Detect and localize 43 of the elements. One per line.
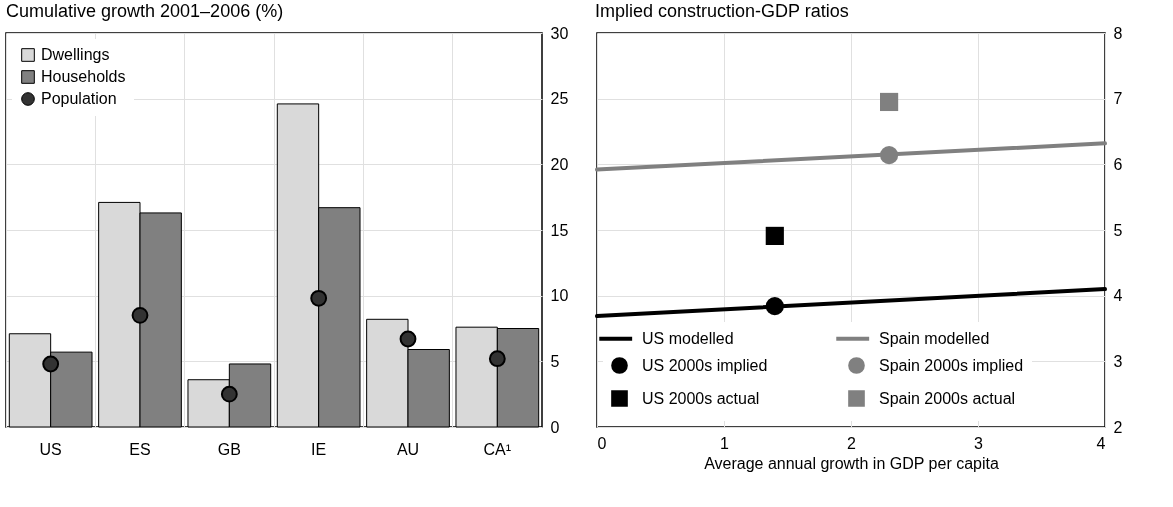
x-tick-label: 1 xyxy=(720,434,730,452)
x-tick-label: 2 xyxy=(847,434,857,452)
y-tick-label: 15 xyxy=(550,221,569,239)
y-tick-label: 4 xyxy=(1113,287,1123,305)
y-tick-label: 20 xyxy=(550,155,569,173)
y-tick-label: 8 xyxy=(1113,24,1123,42)
y-tick-label: 6 xyxy=(1113,155,1123,173)
point xyxy=(131,306,149,324)
y-tick-label: 10 xyxy=(550,287,569,305)
y-tick-label: 25 xyxy=(550,90,569,108)
x-tick-label: CA¹ xyxy=(483,440,512,458)
point xyxy=(220,385,238,403)
y-tick-label: 0 xyxy=(550,418,560,436)
legend-label: US 2000s actual xyxy=(642,389,760,407)
x-tick-label: IE xyxy=(311,440,327,458)
legend-label: Spain modelled xyxy=(879,329,990,347)
chart-title: Implied construction-GDP ratios xyxy=(595,1,849,21)
y-tick-label: 2 xyxy=(1113,418,1123,436)
legend-label: Spain 2000s implied xyxy=(879,356,1024,374)
y-tick-label: 5 xyxy=(550,352,560,370)
chart-title: Cumulative growth 2001–2006 (%) xyxy=(6,1,284,21)
legend-label: Population xyxy=(41,90,117,107)
legend-label: Dwellings xyxy=(41,46,110,63)
x-tick-label: ES xyxy=(129,440,151,458)
x-tick-label: 3 xyxy=(974,434,984,452)
x-tick-label: 0 xyxy=(597,434,607,452)
point xyxy=(310,289,328,307)
legend-label: Households xyxy=(41,68,126,85)
legend-label: US 2000s implied xyxy=(642,356,768,374)
point xyxy=(488,350,506,368)
legend-label: Spain 2000s actual xyxy=(879,389,1016,407)
y-tick-label: 3 xyxy=(1113,352,1123,370)
point xyxy=(42,355,60,373)
y-tick-label: 7 xyxy=(1113,90,1123,108)
y-tick-label: 5 xyxy=(1113,221,1123,239)
x-tick-label: US xyxy=(39,440,62,458)
x-axis-title: Average annual growth in GDP per capita xyxy=(704,454,999,472)
x-tick-label: GB xyxy=(217,440,241,458)
point xyxy=(399,330,417,348)
x-tick-label: 4 xyxy=(1096,434,1106,452)
y-tick-label: 30 xyxy=(550,24,569,42)
legend-label: US modelled xyxy=(642,329,734,347)
x-tick-label: AU xyxy=(396,440,420,458)
